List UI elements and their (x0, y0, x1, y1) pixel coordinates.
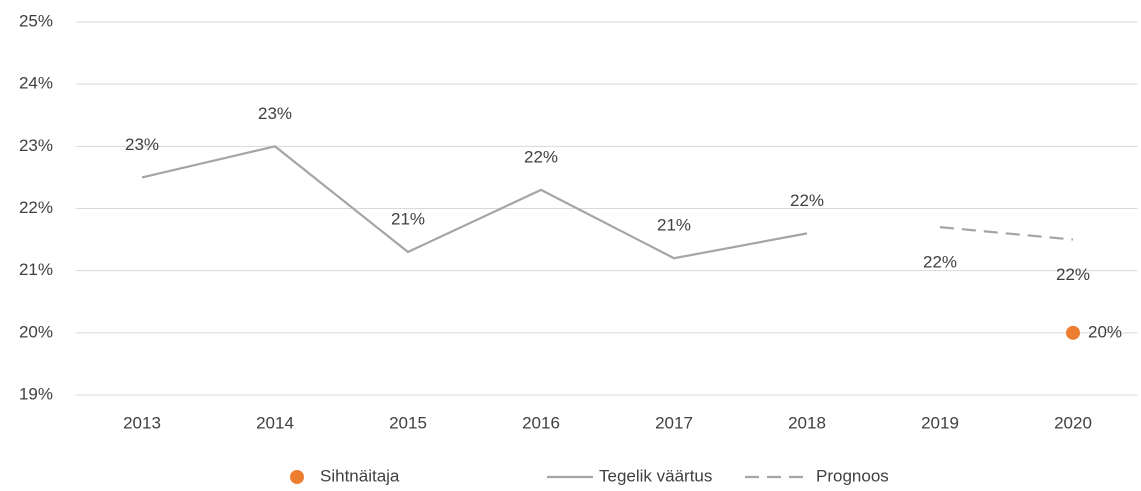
y-tick-label: 21% (19, 260, 53, 279)
x-tick-label: 2013 (123, 413, 161, 432)
data-label: 22% (790, 191, 824, 210)
y-tick-label: 20% (19, 322, 53, 341)
data-label: 22% (524, 147, 558, 166)
x-tick-label: 2016 (522, 413, 560, 432)
x-tick-label: 2017 (655, 413, 693, 432)
x-tick-label: 2018 (788, 413, 826, 432)
x-tick-label: 2014 (256, 413, 294, 432)
series-line (939, 226, 1074, 241)
data-label: 22% (1056, 265, 1090, 284)
legend-label: Prognoos (816, 466, 889, 485)
data-label: 22% (923, 253, 957, 272)
y-tick-label: 24% (19, 74, 53, 93)
y-tick-label: 19% (19, 384, 53, 403)
data-label: 23% (258, 104, 292, 123)
legend-label: Tegelik väärtus (599, 466, 712, 485)
legend-marker (290, 470, 304, 484)
data-label: 21% (391, 210, 425, 229)
x-tick-label: 2019 (921, 413, 959, 432)
y-tick-label: 25% (19, 11, 53, 30)
data-label: 20% (1088, 322, 1122, 341)
y-tick-label: 22% (19, 198, 53, 217)
data-label: 23% (125, 135, 159, 154)
target-marker (1066, 325, 1080, 340)
series-line (141, 145, 808, 260)
x-tick-label: 2020 (1054, 413, 1092, 432)
data-label: 21% (657, 216, 691, 235)
legend-label: Sihtnäitaja (320, 466, 400, 485)
x-tick-label: 2015 (389, 413, 427, 432)
y-tick-label: 23% (19, 136, 53, 155)
